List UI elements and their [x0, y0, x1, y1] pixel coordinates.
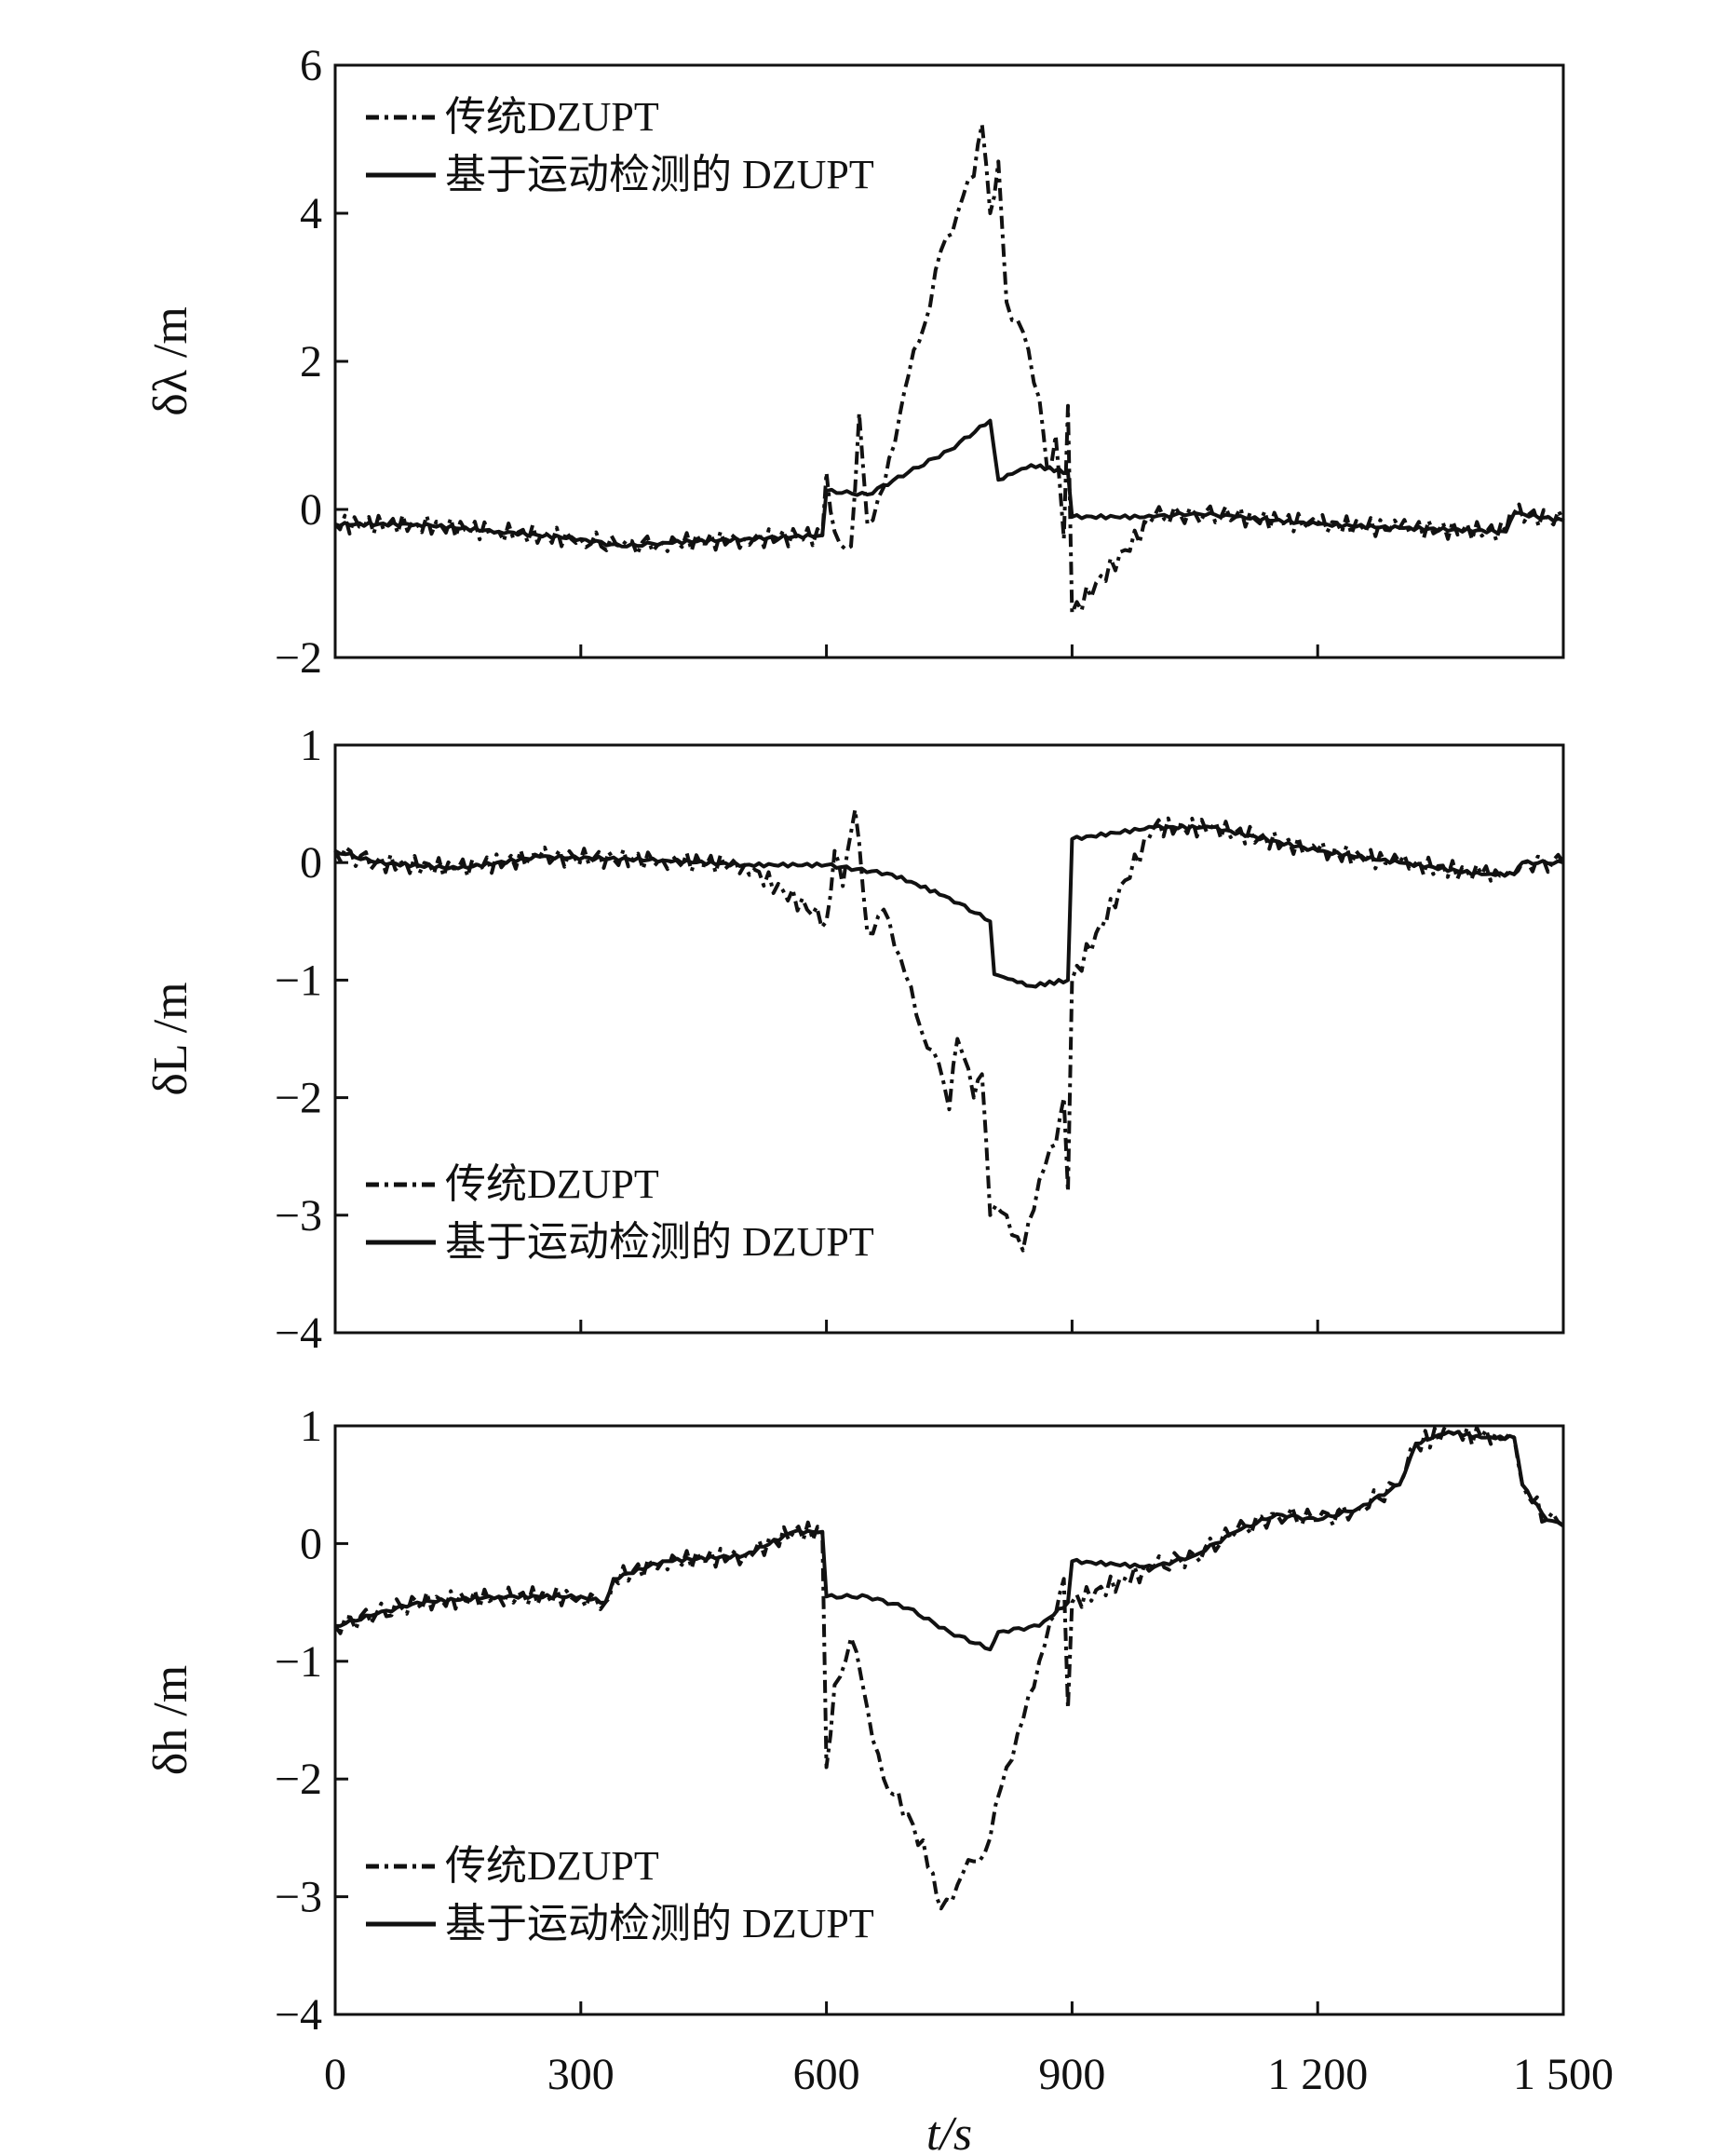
legend-label: 基于运动检测的 DZUPT — [445, 1219, 874, 1265]
x-tick-label: 300 — [547, 2050, 615, 2099]
subplot-3: −4 −3 −2 −1 0 1 0 300 600 900 1 200 1 500 t/s δh /m 传统… — [144, 1402, 1614, 2156]
y-tick-label: 0 — [300, 838, 322, 888]
y-tick-label: −2 — [275, 1755, 322, 1804]
x-tick-label: 900 — [1038, 2050, 1105, 2099]
y-tick-label: 2 — [300, 337, 322, 386]
y-tick-label: −3 — [275, 1873, 322, 1922]
y-tick-label: 0 — [300, 485, 322, 535]
y-tick-label: −4 — [275, 1990, 322, 2040]
legend-label: 传统DZUPT — [445, 1161, 659, 1207]
legend-label: 传统DZUPT — [445, 94, 659, 140]
x-tick-label: 1 500 — [1513, 2050, 1614, 2099]
series-line-motion-detection-dzupt — [334, 1430, 1565, 1652]
x-tick-label: 0 — [324, 2050, 346, 2099]
plot-frame — [333, 743, 1565, 1335]
legend-label: 基于运动检测的 DZUPT — [445, 152, 874, 197]
y-axis-label: δh /m — [144, 1665, 197, 1775]
y-tick-label: −2 — [275, 633, 322, 683]
y-tick-label: 4 — [300, 189, 322, 238]
y-tick-label: 1 — [300, 721, 322, 770]
legend-label: 基于运动检测的 DZUPT — [445, 1901, 874, 1946]
y-tick-label: −3 — [275, 1191, 322, 1241]
x-axis-label: t/s — [926, 2108, 972, 2156]
subplot-1: −2 0 2 4 6 δλ /m 传统DZUPT 基于运动检测的 DZUPT — [144, 41, 1565, 683]
x-tick-label: 1 200 — [1267, 2050, 1368, 2099]
y-tick-label: −4 — [275, 1309, 322, 1358]
y-tick-label: −1 — [275, 956, 322, 1005]
y-tick-label: 1 — [300, 1402, 322, 1451]
y-axis-label: δL /m — [144, 982, 197, 1095]
plot-frame — [333, 1424, 1565, 2016]
y-axis-label: δλ /m — [144, 306, 197, 416]
y-tick-label: −2 — [275, 1074, 322, 1123]
y-tick-label: 0 — [300, 1519, 322, 1568]
subplot-2: −4 −3 −2 −1 0 1 δL /m 传统DZUPT 基于运动检测的 DZUPT — [144, 721, 1565, 1358]
series-line-motion-detection-dzupt — [334, 418, 1564, 549]
legend-label: 传统DZUPT — [445, 1843, 659, 1889]
series-line-motion-detection-dzupt — [334, 823, 1564, 989]
y-tick-label: 6 — [300, 41, 322, 90]
series-line-traditional-dzupt — [333, 1425, 1565, 1911]
y-tick-label: −1 — [275, 1637, 322, 1687]
x-tick-label: 600 — [793, 2050, 860, 2099]
series-line-traditional-dzupt — [333, 122, 1565, 616]
